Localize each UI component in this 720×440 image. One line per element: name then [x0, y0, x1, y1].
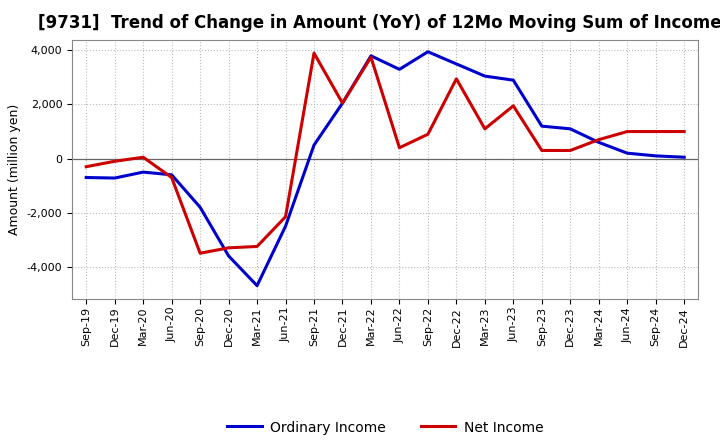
Line: Net Income: Net Income [86, 53, 684, 253]
Net Income [253, 244, 261, 249]
Ordinary Income [680, 154, 688, 160]
Net Income [452, 76, 461, 81]
Net Income [509, 103, 518, 109]
Ordinary Income [110, 176, 119, 181]
Ordinary Income [167, 172, 176, 177]
Ordinary Income [566, 126, 575, 132]
Net Income [395, 145, 404, 150]
Net Income [537, 148, 546, 153]
Net Income [225, 245, 233, 250]
Net Income [310, 51, 318, 56]
Ordinary Income [282, 224, 290, 229]
Ordinary Income [423, 49, 432, 55]
Line: Ordinary Income: Ordinary Income [86, 52, 684, 286]
Net Income [595, 137, 603, 142]
Net Income [167, 175, 176, 180]
Ordinary Income [623, 150, 631, 156]
Ordinary Income [395, 67, 404, 72]
Net Income [366, 55, 375, 60]
Title: [9731]  Trend of Change in Amount (YoY) of 12Mo Moving Sum of Incomes: [9731] Trend of Change in Amount (YoY) o… [38, 15, 720, 33]
Net Income [423, 132, 432, 137]
Net Income [566, 148, 575, 153]
Ordinary Income [196, 205, 204, 210]
Net Income [282, 214, 290, 220]
Net Income [652, 129, 660, 134]
Ordinary Income [253, 283, 261, 288]
Ordinary Income [595, 140, 603, 145]
Ordinary Income [452, 61, 461, 66]
Ordinary Income [139, 169, 148, 175]
Net Income [480, 126, 489, 132]
Ordinary Income [652, 153, 660, 158]
Legend: Ordinary Income, Net Income: Ordinary Income, Net Income [222, 415, 549, 440]
Net Income [338, 100, 347, 106]
Net Income [110, 159, 119, 164]
Ordinary Income [366, 53, 375, 59]
Ordinary Income [310, 143, 318, 148]
Ordinary Income [338, 100, 347, 106]
Net Income [680, 129, 688, 134]
Ordinary Income [537, 124, 546, 129]
Ordinary Income [82, 175, 91, 180]
Net Income [139, 154, 148, 160]
Y-axis label: Amount (million yen): Amount (million yen) [8, 104, 21, 235]
Net Income [196, 251, 204, 256]
Ordinary Income [225, 253, 233, 259]
Ordinary Income [509, 77, 518, 83]
Net Income [623, 129, 631, 134]
Net Income [82, 164, 91, 169]
Ordinary Income [480, 73, 489, 79]
